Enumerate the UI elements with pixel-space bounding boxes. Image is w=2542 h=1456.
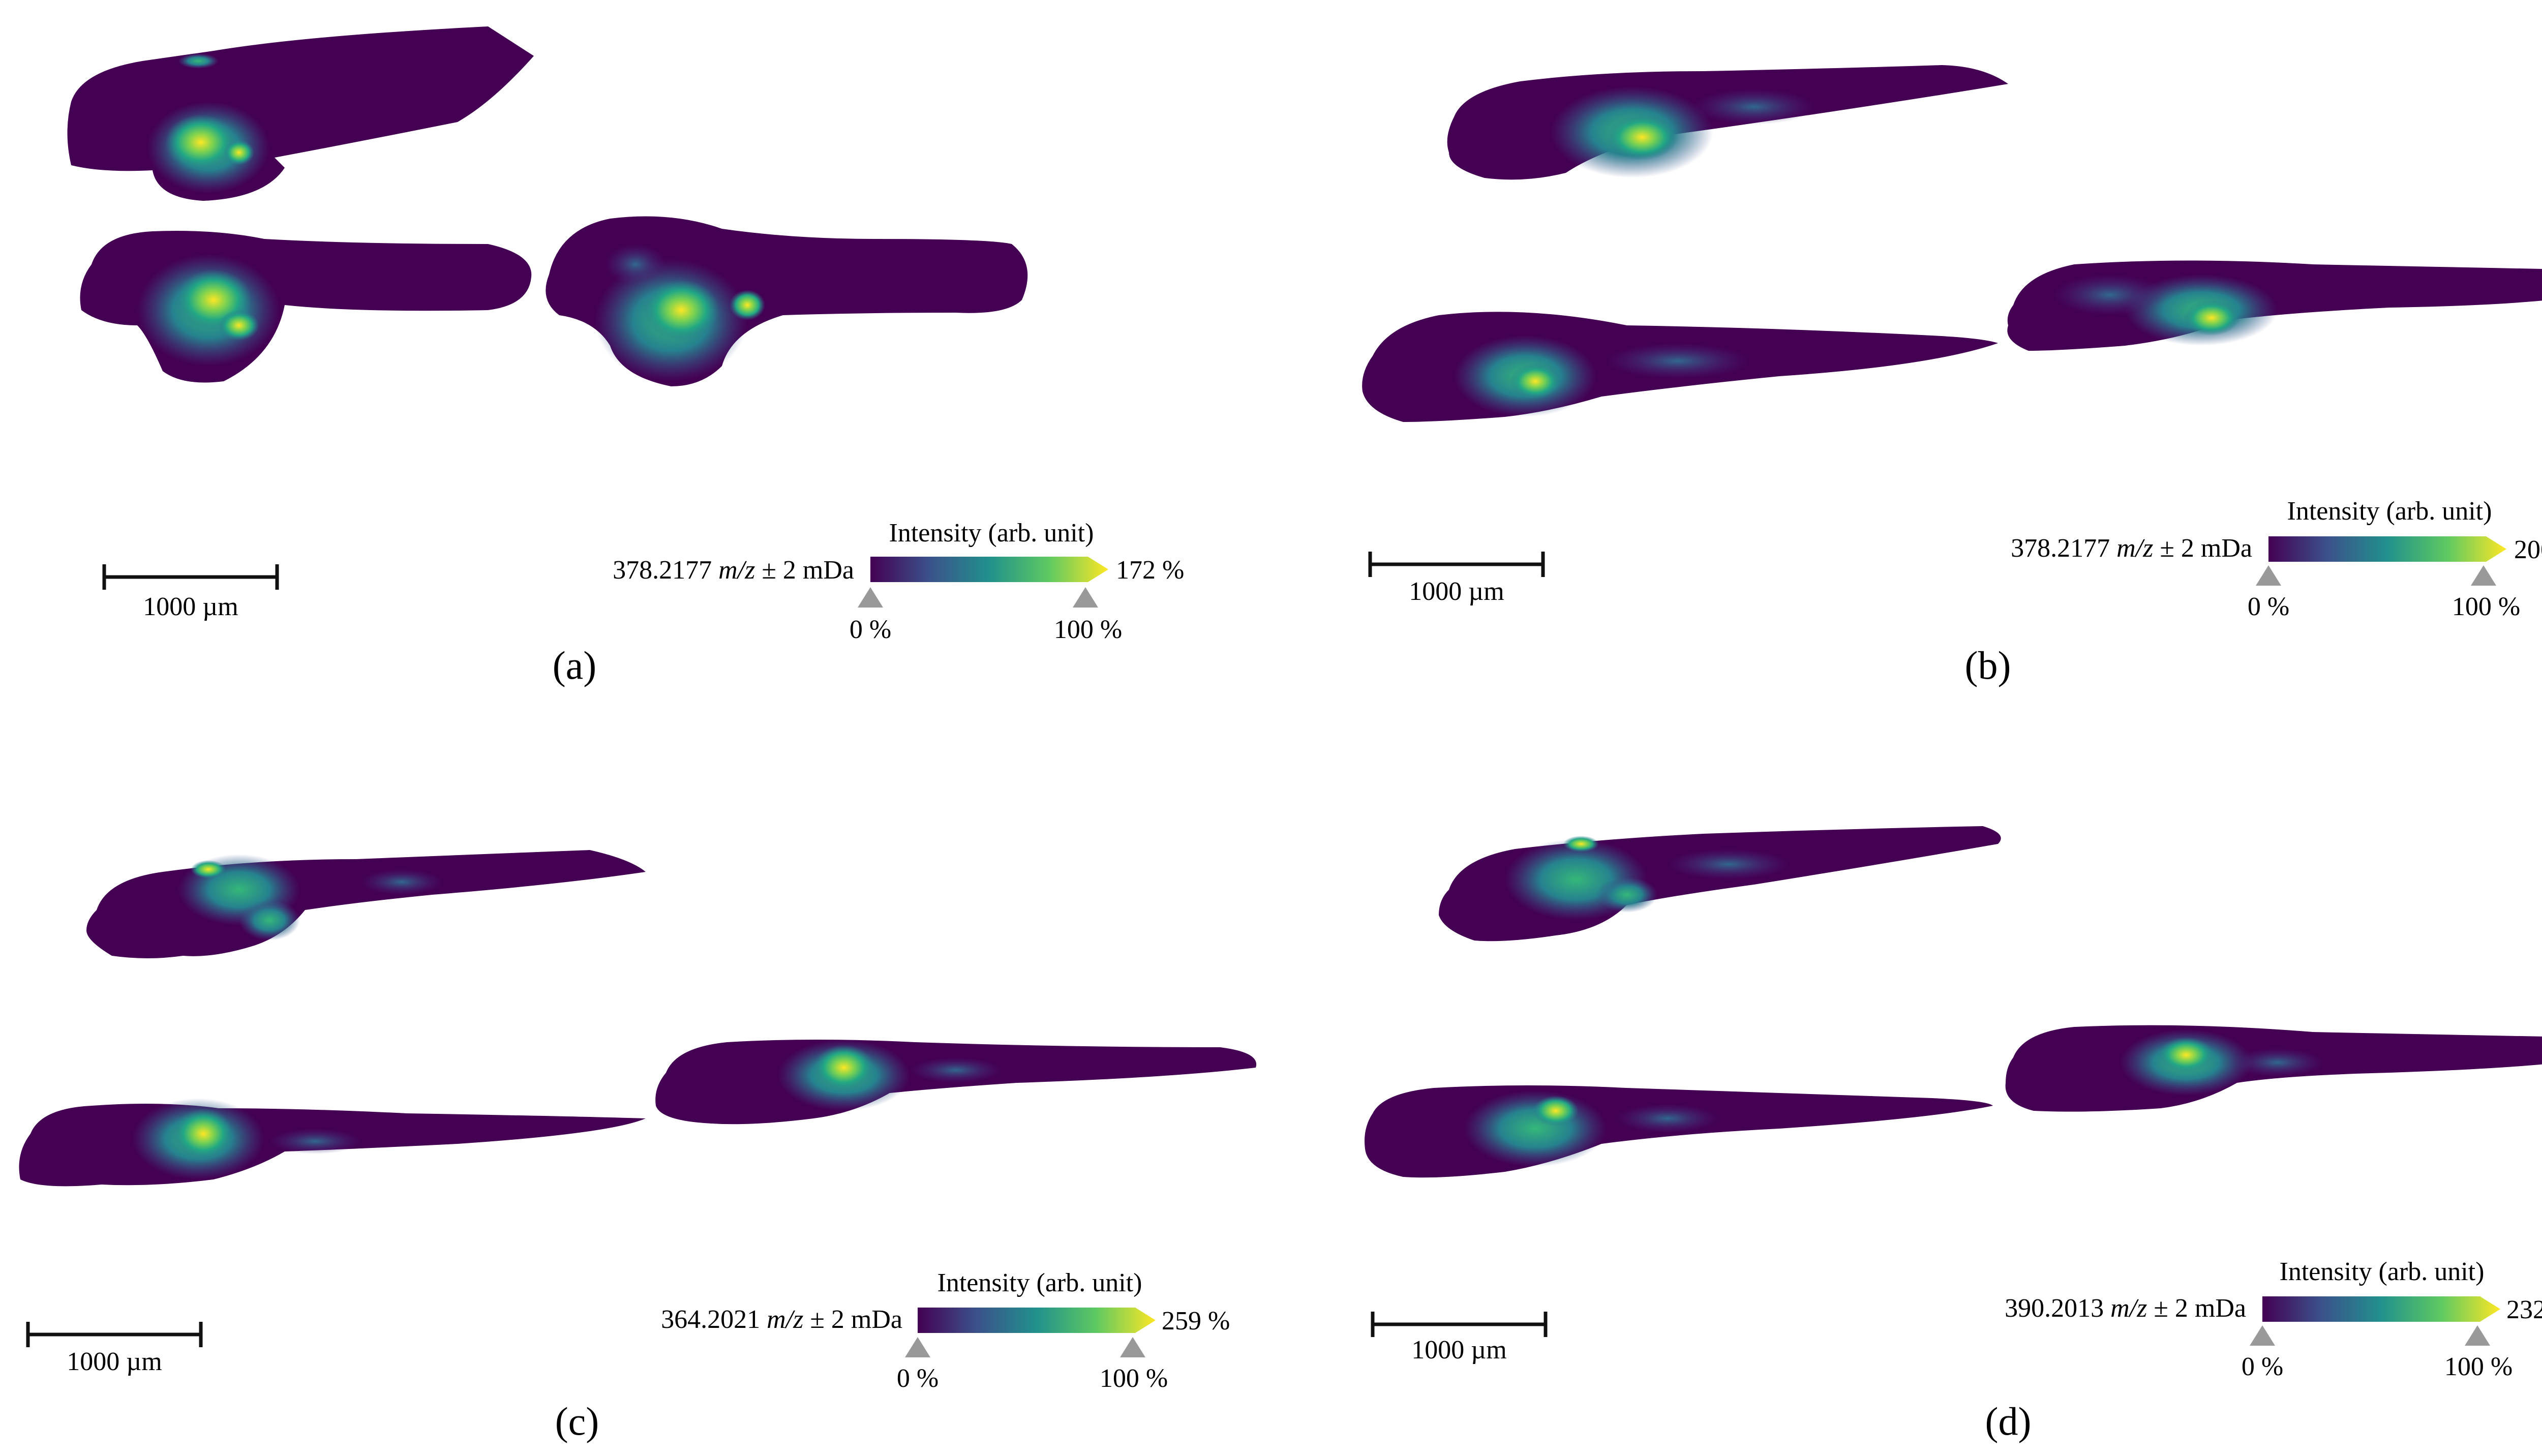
larva-image [2005,1025,2542,1112]
scale-bar-label: 1000 µm [143,592,238,621]
larva-image [86,850,646,958]
colorbar-gradient [2262,1296,2500,1322]
larva-image [1439,826,2001,942]
panel-c: 1000 µm Intensity (arb. unit) 364.2021 m… [19,850,1257,1443]
scale-bar: 1000 µm [102,564,279,621]
panel-b: 1000 µm Intensity (arb. unit) 378.2177 m… [1362,65,2542,687]
mz-unit: m/z [2116,534,2153,563]
colorbar-max-label: 232 % [2506,1295,2542,1324]
tick-high-label: 100 % [2452,592,2520,621]
panel-a: 1000 µm Intensity (arb. unit) 378.2177 m… [67,26,1184,687]
mz-unit: m/z [767,1305,803,1334]
larva-image [1362,312,1998,422]
scale-bar-label: 1000 µm [67,1347,162,1376]
panel-d: 1000 µm Intensity (arb. unit) 390.2013 m… [1365,826,2542,1443]
mz-value: 364.2021 [661,1305,760,1334]
colorbar-title: Intensity (arb. unit) [2280,1257,2485,1286]
colorbar: Intensity (arb. unit) 390.2013 m/z ± 2 m… [2005,1257,2542,1381]
mz-value: 378.2177 [613,556,712,585]
mz-unit: m/z [2110,1294,2147,1323]
tick-high-label: 100 % [1100,1364,1168,1393]
larva-image [2007,260,2542,351]
tick-low-label: 0 % [897,1364,939,1393]
mz-tolerance: ± 2 mDa [810,1305,902,1334]
larva-image [19,1098,646,1187]
panel-label: (b) [1965,643,2011,687]
colorbar-title: Intensity (arb. unit) [2287,497,2492,526]
tick-high-label: 100 % [2444,1352,2513,1381]
panel-label: (a) [553,643,597,687]
marker-low-triangle [858,587,883,608]
colorbar-max-label: 200 % [2514,535,2542,564]
marker-low-triangle [905,1337,930,1357]
scale-bar: 1000 µm [1371,1312,1548,1364]
colorbar-title: Intensity (arb. unit) [937,1268,1142,1297]
panel-label: (c) [555,1399,599,1443]
tick-low-label: 0 % [2242,1352,2283,1381]
tick-high-label: 100 % [1054,615,1122,644]
scale-bar-label: 1000 µm [1409,577,1504,606]
marker-low-triangle [2250,1325,2275,1346]
mz-tolerance: ± 2 mDa [762,556,854,585]
scale-bar: 1000 µm [1368,552,1545,606]
marker-high-triangle [2465,1325,2490,1346]
mz-value: 390.2013 [2005,1294,2104,1323]
colorbar-gradient [2268,536,2506,562]
larva-image [1447,65,2008,180]
mz-tolerance: ± 2 mDa [2160,534,2252,563]
mz-unit: m/z [718,556,755,585]
colorbar: Intensity (arb. unit) 378.2177 m/z ± 2 m… [613,519,1184,644]
mz-label: 390.2013 m/z ± 2 mDa [2005,1294,2246,1323]
mz-label: 378.2177 m/z ± 2 mDa [613,556,854,585]
tick-low-label: 0 % [850,615,891,644]
colorbar-max-label: 259 % [1162,1307,1230,1336]
marker-high-triangle [1073,587,1098,608]
mz-label: 364.2021 m/z ± 2 mDa [661,1305,902,1334]
tick-low-label: 0 % [2248,592,2289,621]
larva-image [1365,1085,1993,1178]
mz-tolerance: ± 2 mDa [2154,1294,2246,1323]
mz-label: 378.2177 m/z ± 2 mDa [2011,534,2252,563]
scale-bar: 1000 µm [26,1322,203,1376]
larva-image [546,216,1028,386]
larva-image [655,1040,1257,1125]
larva-image [67,26,534,201]
colorbar-max-label: 172 % [1116,556,1184,585]
colorbar-title: Intensity (arb. unit) [889,519,1094,548]
mz-value: 378.2177 [2011,534,2110,563]
colorbar: Intensity (arb. unit) 378.2177 m/z ± 2 m… [2011,497,2542,621]
colorbar: Intensity (arb. unit) 364.2021 m/z ± 2 m… [661,1268,1230,1393]
colorbar-gradient [918,1308,1156,1333]
colorbar-gradient [870,557,1108,582]
marker-high-triangle [1120,1337,1145,1357]
panel-label: (d) [1985,1399,2032,1443]
larva-image [80,231,532,383]
marker-high-triangle [2471,565,2496,586]
marker-low-triangle [2256,565,2281,586]
scale-bar-label: 1000 µm [1411,1336,1506,1364]
